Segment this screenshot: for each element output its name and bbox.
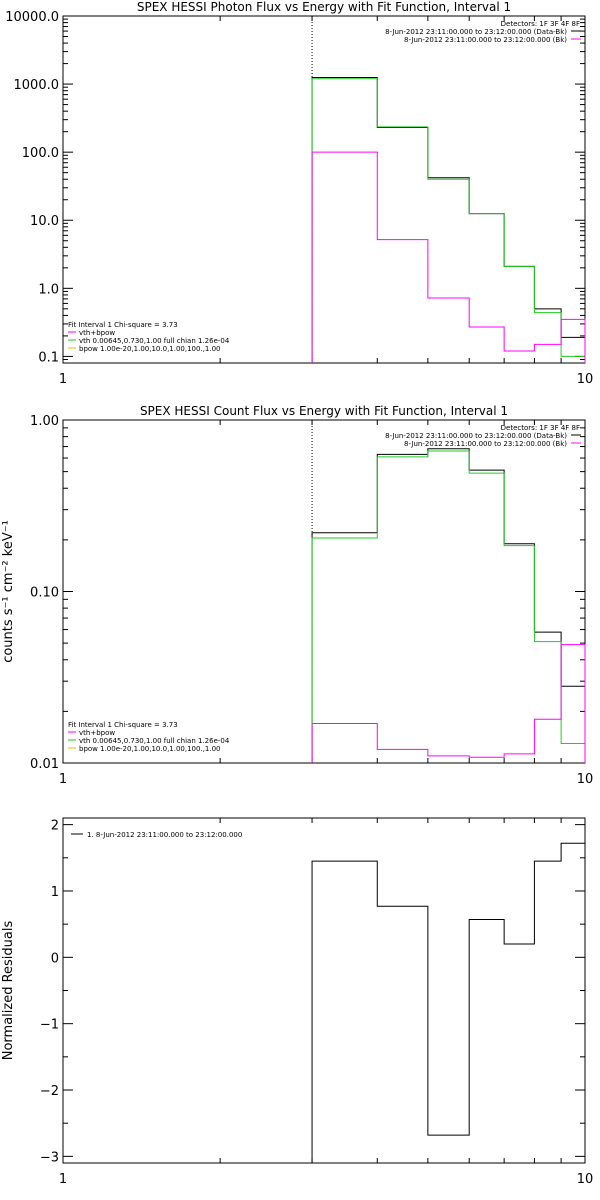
- series-line-0: [311, 842, 586, 1163]
- legend-entry: bpow 1.00e-20,1.00,10.0,1.00,100.,1.00: [79, 745, 221, 753]
- legend-entry: 8-Jun-2012 23:11:00.000 to 23:12:00.000 …: [404, 36, 567, 44]
- residuals-panel: 1 10 −3 −2 −1 0 1 2 Normalized Residuals 1. 8-Jun…: [1, 817, 593, 1187]
- series-line-0: [311, 448, 586, 763]
- legend-entry: 8-Jun-2012 23:11:00.000 to 23:12:00.000 …: [404, 440, 567, 448]
- legend-top: 1. 8-Jun-2012 23:11:00.000 to 23:12:00.0…: [71, 831, 242, 839]
- x-axis: 1 10: [59, 16, 593, 387]
- plot-frame: [62, 419, 586, 764]
- y-tick-label: 2: [51, 819, 59, 834]
- legend-entry: vth 0.00645,0.730,1.00 full chian 1.26e-…: [79, 337, 230, 345]
- y-tick-label: 0.10: [30, 586, 59, 601]
- x-tick-label: 1: [59, 372, 67, 387]
- y-tick-label: 10.0: [30, 214, 59, 229]
- y-axis-label: Normalized Residuals: [1, 921, 16, 1061]
- x-tick-label: 1: [59, 1172, 67, 1187]
- legend-entry: 8-Jun-2012 23:11:00.000 to 23:12:00.000 …: [385, 432, 567, 440]
- legend-entry: Detectors: 1F 3F 4F 8F: [501, 20, 580, 28]
- series-group: [311, 842, 586, 1163]
- legend-entry: vth 0.00645,0.730,1.00 full chian 1.26e-…: [79, 737, 230, 745]
- y-tick-label: 0.01: [30, 757, 59, 772]
- legend-entry: Detectors: 1F 3F 4F 8F: [501, 424, 580, 432]
- legend-entry: Fit Interval 1 Chi-square = 3.73: [68, 721, 178, 729]
- x-tick-label: 10: [577, 772, 594, 787]
- legend-entry: 1. 8-Jun-2012 23:11:00.000 to 23:12:00.0…: [87, 831, 242, 839]
- y-tick-label: 0.1: [38, 350, 59, 365]
- y-tick-label: 0: [51, 951, 59, 966]
- series-line-1: [311, 78, 586, 363]
- y-axis: 0.01 0.10 1.00: [30, 414, 585, 772]
- y-tick-label: 10000.0: [5, 10, 59, 25]
- series-group: [311, 448, 586, 763]
- legend-top: Detectors: 1F 3F 4F 8F8-Jun-2012 23:11:0…: [385, 20, 581, 44]
- series-line-2: [311, 644, 586, 763]
- plot-frame: [62, 817, 586, 1164]
- legend-entry: vth+bpow: [79, 729, 115, 737]
- legend-bottom: Fit Interval 1 Chi-square = 3.73vth+bpow…: [68, 721, 230, 753]
- plot-frame: [62, 15, 586, 364]
- y-tick-label: −1: [40, 1018, 59, 1033]
- y-tick-label: −2: [40, 1084, 59, 1099]
- series-line-2: [311, 151, 586, 363]
- x-tick-label: 1: [59, 772, 67, 787]
- series-group: [311, 76, 586, 363]
- photon-panel: SPEX HESSI Photon Flux vs Energy with Fi…: [5, 0, 593, 387]
- chart-title: SPEX HESSI Photon Flux vs Energy with Fi…: [137, 0, 511, 14]
- legend-entry: Fit Interval 1 Chi-square = 3.73: [68, 321, 178, 329]
- y-axis: 0.1 1.0 10.0 100.0 1000.0 10000.0: [5, 10, 585, 365]
- y-tick-label: 1000.0: [14, 78, 60, 93]
- legend-entry: bpow 1.00e-20,1.00,10.0,1.00,100.,1.00: [79, 345, 221, 353]
- legend-entry: 8-Jun-2012 23:11:00.000 to 23:12:00.000 …: [385, 28, 567, 36]
- series-line-0: [311, 76, 586, 363]
- x-axis: 1 10: [59, 818, 593, 1187]
- y-tick-label: −3: [40, 1150, 59, 1165]
- y-axis: −3 −2 −1 0 1 2: [40, 819, 585, 1165]
- legend-entry: vth+bpow: [79, 329, 115, 337]
- legend-bottom: Fit Interval 1 Chi-square = 3.73vth+bpow…: [68, 321, 230, 353]
- x-tick-label: 10: [577, 1172, 594, 1187]
- legend-top: Detectors: 1F 3F 4F 8F8-Jun-2012 23:11:0…: [385, 424, 581, 448]
- count-panel: SPEX HESSI Count Flux vs Energy with Fit…: [1, 404, 593, 787]
- y-tick-label: 1.00: [30, 414, 59, 429]
- x-axis: 1 10: [59, 420, 593, 787]
- y-tick-label: 100.0: [22, 146, 59, 161]
- y-tick-label: 1.0: [38, 282, 59, 297]
- series-line-1: [311, 450, 586, 763]
- x-tick-label: 10: [577, 372, 594, 387]
- chart-title: SPEX HESSI Count Flux vs Energy with Fit…: [140, 404, 508, 418]
- y-axis-label: counts s⁻¹ cm⁻² keV⁻¹: [1, 520, 16, 663]
- y-tick-label: 1: [51, 885, 59, 900]
